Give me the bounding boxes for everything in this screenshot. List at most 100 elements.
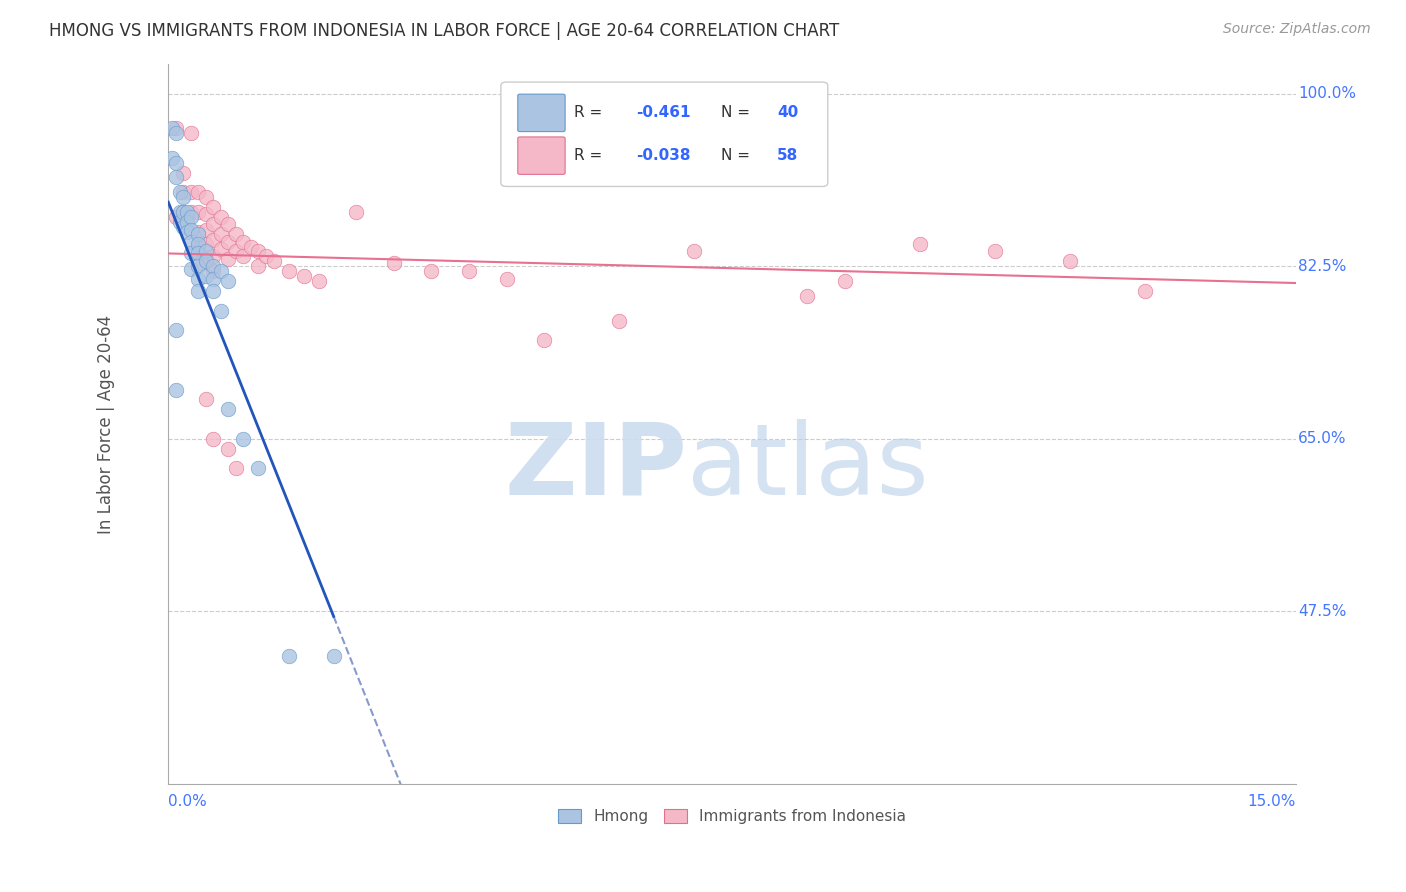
Point: [194, 392, 217, 407]
Text: 0.0%: 0.0%: [169, 794, 207, 809]
Point: [194, 254, 217, 268]
Point: [1059, 254, 1081, 268]
Point: [165, 126, 187, 140]
Point: [165, 323, 187, 337]
Point: [169, 205, 191, 219]
Point: [187, 236, 209, 251]
Point: [420, 264, 443, 278]
Point: [458, 264, 481, 278]
Point: [169, 186, 191, 200]
Point: [202, 272, 225, 286]
Point: [607, 313, 630, 327]
Point: [180, 235, 202, 249]
Point: [160, 121, 183, 136]
Point: [172, 165, 194, 179]
Text: -0.461: -0.461: [636, 105, 690, 120]
Point: [165, 383, 187, 397]
Point: [382, 256, 405, 270]
Point: [217, 235, 239, 249]
Text: 82.5%: 82.5%: [1298, 259, 1347, 274]
Text: 40: 40: [778, 105, 799, 120]
Point: [169, 215, 191, 229]
Point: [308, 274, 330, 288]
Point: [187, 259, 209, 273]
Point: [232, 432, 254, 446]
Point: [1135, 284, 1157, 298]
Text: N =: N =: [721, 148, 755, 163]
Point: [202, 233, 225, 247]
Point: [984, 244, 1007, 259]
Text: 65.0%: 65.0%: [1298, 432, 1347, 446]
Text: atlas: atlas: [688, 418, 928, 516]
Point: [344, 205, 367, 219]
Text: 100.0%: 100.0%: [1298, 87, 1355, 101]
Point: [202, 217, 225, 231]
Point: [209, 264, 232, 278]
Point: [263, 254, 285, 268]
Point: [187, 225, 209, 239]
Point: [172, 190, 194, 204]
Point: [277, 264, 299, 278]
Point: [194, 190, 217, 204]
Point: [202, 264, 225, 278]
Point: [187, 186, 209, 200]
Point: [187, 284, 209, 298]
Point: [172, 205, 194, 219]
Point: [187, 272, 209, 286]
Point: [165, 210, 187, 224]
Point: [180, 262, 202, 277]
Point: [232, 249, 254, 263]
Point: [209, 303, 232, 318]
Point: [172, 219, 194, 234]
Point: [180, 126, 202, 140]
Text: -0.038: -0.038: [636, 148, 690, 163]
Point: [194, 236, 217, 251]
Point: [495, 272, 517, 286]
Point: [225, 244, 247, 259]
Point: [908, 236, 931, 251]
Point: [247, 259, 270, 273]
Point: [194, 269, 217, 284]
Point: [217, 252, 239, 267]
Text: N =: N =: [721, 105, 755, 120]
Point: [209, 227, 232, 241]
Point: [239, 239, 262, 253]
Point: [194, 252, 217, 267]
Point: [225, 461, 247, 475]
Text: In Labor Force | Age 20-64: In Labor Force | Age 20-64: [97, 315, 115, 533]
Point: [247, 244, 270, 259]
Point: [834, 274, 856, 288]
Point: [165, 155, 187, 169]
FancyBboxPatch shape: [517, 95, 565, 132]
Point: [217, 274, 239, 288]
Point: [202, 249, 225, 263]
Point: [533, 333, 555, 347]
Point: [176, 205, 198, 219]
Point: [217, 402, 239, 417]
Point: [254, 249, 277, 263]
Point: [180, 246, 202, 260]
Point: [232, 235, 254, 249]
Point: [202, 259, 225, 273]
Point: [202, 284, 225, 298]
Text: R =: R =: [574, 105, 607, 120]
Point: [209, 210, 232, 224]
Point: [225, 227, 247, 241]
Point: [187, 256, 209, 270]
Point: [202, 432, 225, 446]
Text: ZIP: ZIP: [503, 418, 688, 516]
Point: [796, 289, 818, 303]
Point: [217, 442, 239, 456]
Point: [209, 243, 232, 257]
Text: 47.5%: 47.5%: [1298, 604, 1347, 619]
Point: [172, 186, 194, 200]
Point: [165, 170, 187, 185]
FancyBboxPatch shape: [501, 82, 828, 186]
Point: [217, 217, 239, 231]
Point: [187, 246, 209, 260]
Text: HMONG VS IMMIGRANTS FROM INDONESIA IN LABOR FORCE | AGE 20-64 CORRELATION CHART: HMONG VS IMMIGRANTS FROM INDONESIA IN LA…: [49, 22, 839, 40]
Point: [683, 244, 706, 259]
Legend: Hmong, Immigrants from Indonesia: Hmong, Immigrants from Indonesia: [553, 803, 912, 830]
FancyBboxPatch shape: [517, 137, 565, 174]
Point: [176, 215, 198, 229]
